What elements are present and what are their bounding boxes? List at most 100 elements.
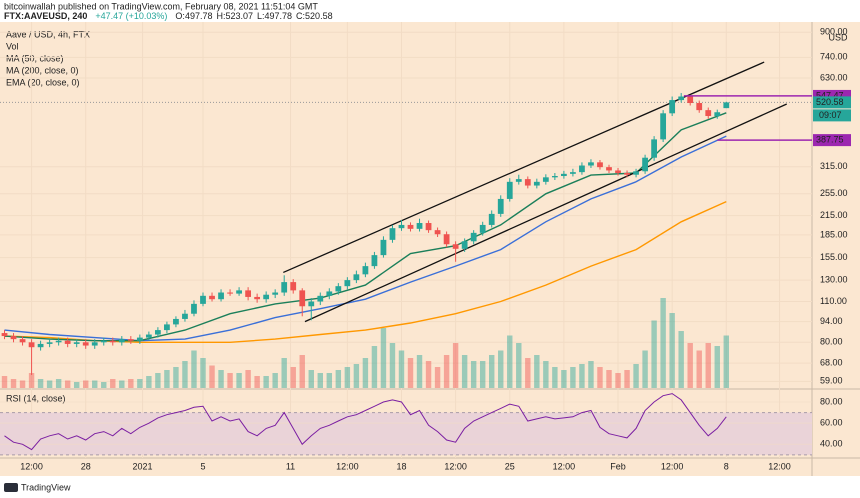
ohlc-value: 520.58 xyxy=(305,11,333,21)
x-tick-label: 8 xyxy=(724,461,729,471)
volume-bar xyxy=(155,373,161,388)
volume-bar xyxy=(597,367,603,388)
legend-entry: MA (50, close) xyxy=(6,53,64,63)
y-tick-label: 900.00 xyxy=(820,27,848,37)
candle-body xyxy=(64,340,71,344)
volume-bar xyxy=(272,373,278,388)
candle-body xyxy=(91,342,98,346)
y-tick-label: 94.00 xyxy=(820,316,843,326)
volume-bar xyxy=(723,335,729,388)
candle-body xyxy=(542,177,549,182)
candle-body xyxy=(714,112,721,117)
candle-body xyxy=(10,336,17,340)
volume-bar xyxy=(128,379,134,388)
volume-bar xyxy=(119,380,125,388)
volume-bar xyxy=(73,382,80,388)
volume-bar xyxy=(416,355,423,388)
candle-body xyxy=(37,343,44,348)
candle-body xyxy=(344,280,351,287)
x-tick-label: 12:00 xyxy=(444,461,467,471)
candle-body xyxy=(145,334,152,338)
volume-bar xyxy=(245,370,251,388)
volume-bar xyxy=(479,361,486,388)
candle-body xyxy=(696,103,703,111)
volume-bar xyxy=(55,379,62,388)
candle-body xyxy=(245,290,251,297)
x-tick-label: 12:00 xyxy=(768,461,791,471)
candle-body xyxy=(705,110,712,117)
candle-body xyxy=(452,244,459,249)
symbol-line: FTX:AAVEUSD, 240 +47.47 (+10.03%) O:497.78… xyxy=(4,11,333,21)
level-label: 547.47 xyxy=(816,90,844,100)
y-tick-label: 59.00 xyxy=(820,376,843,386)
level-label-box xyxy=(813,134,851,147)
volume-bar xyxy=(606,370,612,388)
indicator-line xyxy=(4,112,727,342)
volume-bar xyxy=(660,298,666,388)
volume-bar xyxy=(218,370,224,388)
volume-bar xyxy=(28,373,35,388)
volume-bar xyxy=(146,376,152,388)
candle-body xyxy=(624,172,630,175)
y-tick-label: 68.00 xyxy=(820,358,843,368)
candle-body xyxy=(597,162,603,168)
candle-body xyxy=(570,172,576,174)
ohlc-prefix: L: xyxy=(257,11,265,21)
candle-body xyxy=(254,296,261,300)
x-tick-label: 11 xyxy=(286,461,295,471)
indicator-line xyxy=(4,200,727,343)
volume-bar xyxy=(525,358,531,388)
y-tick-label: 255.00 xyxy=(820,188,848,198)
volume-bar xyxy=(534,355,540,388)
volume-bar xyxy=(678,331,684,388)
volume-bar xyxy=(83,380,89,388)
volume-bar xyxy=(570,367,576,388)
volume-bar xyxy=(398,350,405,388)
y-tick-label: 80.00 xyxy=(820,337,843,347)
brand-name: TradingView xyxy=(21,482,71,492)
candle-body xyxy=(335,286,342,292)
y-tick-label: 315.00 xyxy=(820,161,848,171)
candle-body xyxy=(127,339,134,341)
volume-bar xyxy=(642,350,648,388)
volume-bar xyxy=(588,361,594,388)
legend-entry: MA (200, close, 0) xyxy=(6,65,79,75)
candle-body xyxy=(606,167,612,171)
candle-body xyxy=(19,339,26,343)
candle-body xyxy=(272,292,279,295)
volume-bar xyxy=(290,367,296,388)
y-tick-label: 215.00 xyxy=(820,210,848,220)
candle-body xyxy=(579,165,585,173)
candle-body xyxy=(227,292,233,294)
brand: TradingView xyxy=(4,482,71,492)
candle-body xyxy=(182,313,188,319)
candle-body xyxy=(588,162,594,166)
candle-body xyxy=(299,290,306,307)
level-label: 387.75 xyxy=(816,134,844,144)
price-unit: USD xyxy=(828,32,848,42)
candle-body xyxy=(660,113,667,140)
x-tick-label: 5 xyxy=(200,461,205,471)
volume-bar xyxy=(209,365,215,388)
countdown-label: 09:07 xyxy=(819,110,842,120)
candle-body xyxy=(200,295,206,304)
candle-body xyxy=(118,339,125,343)
ohlc-prefix: C: xyxy=(296,11,305,21)
candle-body xyxy=(561,173,567,177)
volume-bar xyxy=(543,361,549,388)
candle-body xyxy=(290,282,297,291)
candle-body xyxy=(164,324,170,331)
volume-bar xyxy=(164,370,170,388)
candle-body xyxy=(46,342,53,344)
volume-bar xyxy=(443,355,450,388)
x-tick-label: 12:00 xyxy=(336,461,359,471)
ohlc-prefix: O: xyxy=(175,11,185,21)
candle-body xyxy=(443,234,450,245)
volume-bar xyxy=(362,358,369,388)
volume-bar xyxy=(37,379,44,388)
rsi-tick-label: 60.00 xyxy=(820,418,843,428)
volume-bar xyxy=(191,350,197,388)
x-tick-label: 12:00 xyxy=(661,461,684,471)
rsi-tick-label: 40.00 xyxy=(820,439,843,449)
candle-body xyxy=(488,213,495,225)
